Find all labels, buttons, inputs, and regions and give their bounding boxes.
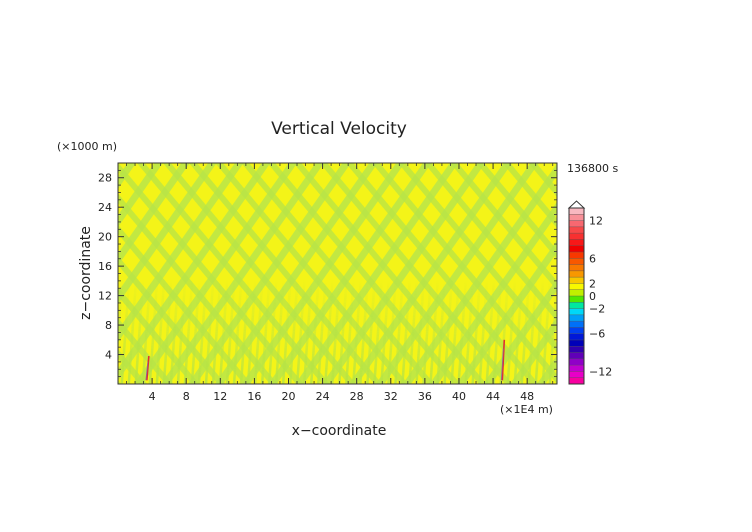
colorbar-segment [569,264,584,272]
colorbar-segment [569,258,584,265]
x-tick-label: 36 [418,390,432,403]
x-tick-label: 40 [452,390,466,403]
x-tick-label: 28 [350,390,364,403]
colorbar-segment [569,333,584,341]
y-tick-label: 28 [98,172,112,185]
x-tick-label: 12 [213,390,227,403]
colorbar-tick-label: −2 [589,303,605,316]
colorbar-tick-label: −6 [589,328,605,341]
colorbar-segment [569,270,584,278]
field-low-stripes [118,280,557,384]
x-tick-label: 16 [247,390,261,403]
y-unit-label: (×1000 m) [57,140,117,153]
colorbar-tick-label: 12 [589,215,603,228]
time-label: 136800 s [567,162,618,175]
colorbar-segment [569,245,584,253]
colorbar-segment [569,346,584,353]
colorbar-segment [569,352,584,360]
colorbar-segment [569,233,584,240]
colorbar-segment [569,377,584,385]
x-tick-label: 20 [281,390,295,403]
colorbar-tick-label: −12 [589,365,612,378]
colorbar-segment [569,214,584,221]
y-tick-label: 24 [98,201,112,214]
x-tick-label: 8 [183,390,190,403]
y-tick-label: 12 [98,290,112,303]
y-tick-label: 20 [98,231,112,244]
colorbar-segment [569,308,584,316]
colorbar-segment [569,208,584,215]
y-tick-label: 4 [105,349,112,362]
colorbar-segment [569,289,584,297]
chart-title: Vertical Velocity [271,119,407,139]
colorbar-segment [569,340,584,347]
x-tick-label: 32 [384,390,398,403]
updraft-streak-1 [146,355,150,381]
colorbar-segment [569,321,584,328]
x-tick-label: 4 [149,390,156,403]
colorbar-extend-arrow [567,200,586,209]
y-axis-label: z−coordinate [78,226,94,320]
x-axis-label: x−coordinate [292,423,387,439]
colorbar-segment [569,327,584,335]
y-tick-label: 8 [105,319,112,332]
colorbar-segment [569,296,584,303]
updraft-streak-2 [501,339,506,381]
colorbar-segment [569,277,584,284]
y-tick-label: 16 [98,260,112,273]
colorbar-segment [569,252,584,259]
colorbar-tick-label: 6 [589,252,596,265]
velocity-field [118,163,557,384]
colorbar-segment [569,220,584,228]
x-tick-label: 48 [520,390,534,403]
x-unit-label: (×1E4 m) [500,403,553,416]
colorbar-tick-label: 0 [589,290,596,303]
x-tick-label: 44 [486,390,500,403]
colorbar-segment [569,283,584,291]
colorbar-segment [569,226,584,234]
colorbar-segment [569,302,584,309]
colorbar-tick-label: 2 [589,277,596,290]
colorbar-segment [569,239,584,247]
updraft-streak-edge-2 [500,348,504,381]
colorbar-segment [569,365,584,372]
colorbar-segment [569,314,584,322]
colorbar-segment [569,358,584,366]
colorbar-segment [569,371,584,379]
updraft-streak-edge-1 [145,361,149,381]
x-tick-label: 24 [316,390,330,403]
